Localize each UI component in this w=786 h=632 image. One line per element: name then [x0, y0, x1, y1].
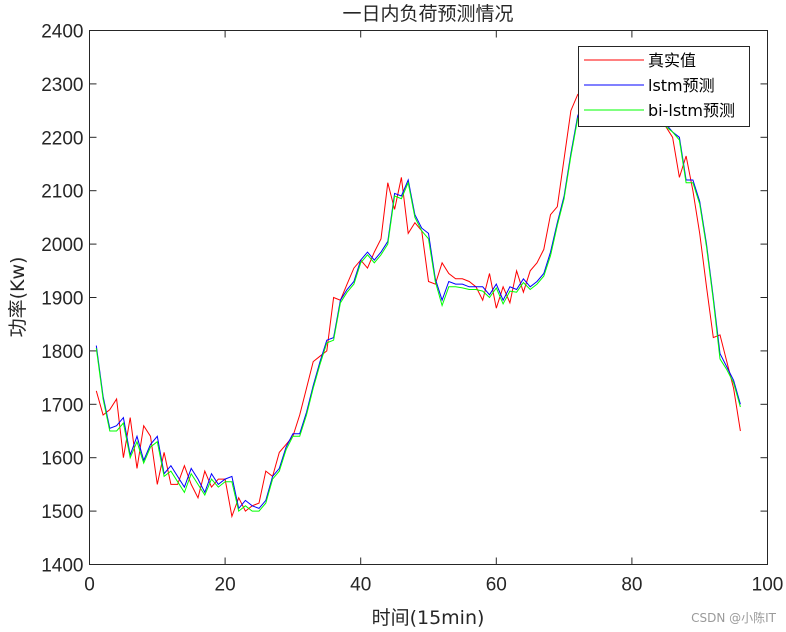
x-tick-label: 80 [621, 575, 642, 596]
y-axis-label: 功率(Kw) [7, 257, 29, 338]
y-tick-label: 1600 [41, 449, 83, 470]
x-tick-label: 100 [752, 575, 784, 596]
y-tick-label: 1900 [41, 289, 83, 310]
y-tick-label: 2200 [41, 128, 83, 149]
watermark: CSDN @小陈IT [691, 611, 776, 625]
y-tick-label: 2000 [41, 235, 83, 256]
x-tick-label: 20 [215, 575, 236, 596]
y-tick-label: 2300 [41, 75, 83, 96]
legend-label: lstm预测 [648, 76, 715, 95]
x-axis: 0 20 40 60 80 100 [84, 30, 784, 596]
y-tick-label: 1400 [41, 556, 83, 577]
x-tick-label: 40 [350, 575, 371, 596]
y-tick-label: 1800 [41, 342, 83, 363]
x-tick-label: 60 [486, 575, 507, 596]
y-tick-label: 2400 [41, 22, 83, 43]
y-tick-label: 1500 [41, 502, 83, 523]
legend: 真实值 lstm预测 bi-lstm预测 [578, 46, 750, 127]
chart-title: 一日内负荷预测情况 [342, 3, 513, 25]
y-tick-label: 2100 [41, 182, 83, 203]
legend-label: bi-lstm预测 [648, 101, 735, 120]
y-axis: 1400 1500 1600 1700 1800 1900 2000 2100 2200 2300… [41, 22, 768, 577]
y-tick-label: 1700 [41, 395, 83, 416]
x-tick-label: 0 [84, 575, 95, 596]
legend-label: 真实值 [648, 51, 696, 70]
x-axis-label: 时间(15min) [372, 607, 485, 629]
